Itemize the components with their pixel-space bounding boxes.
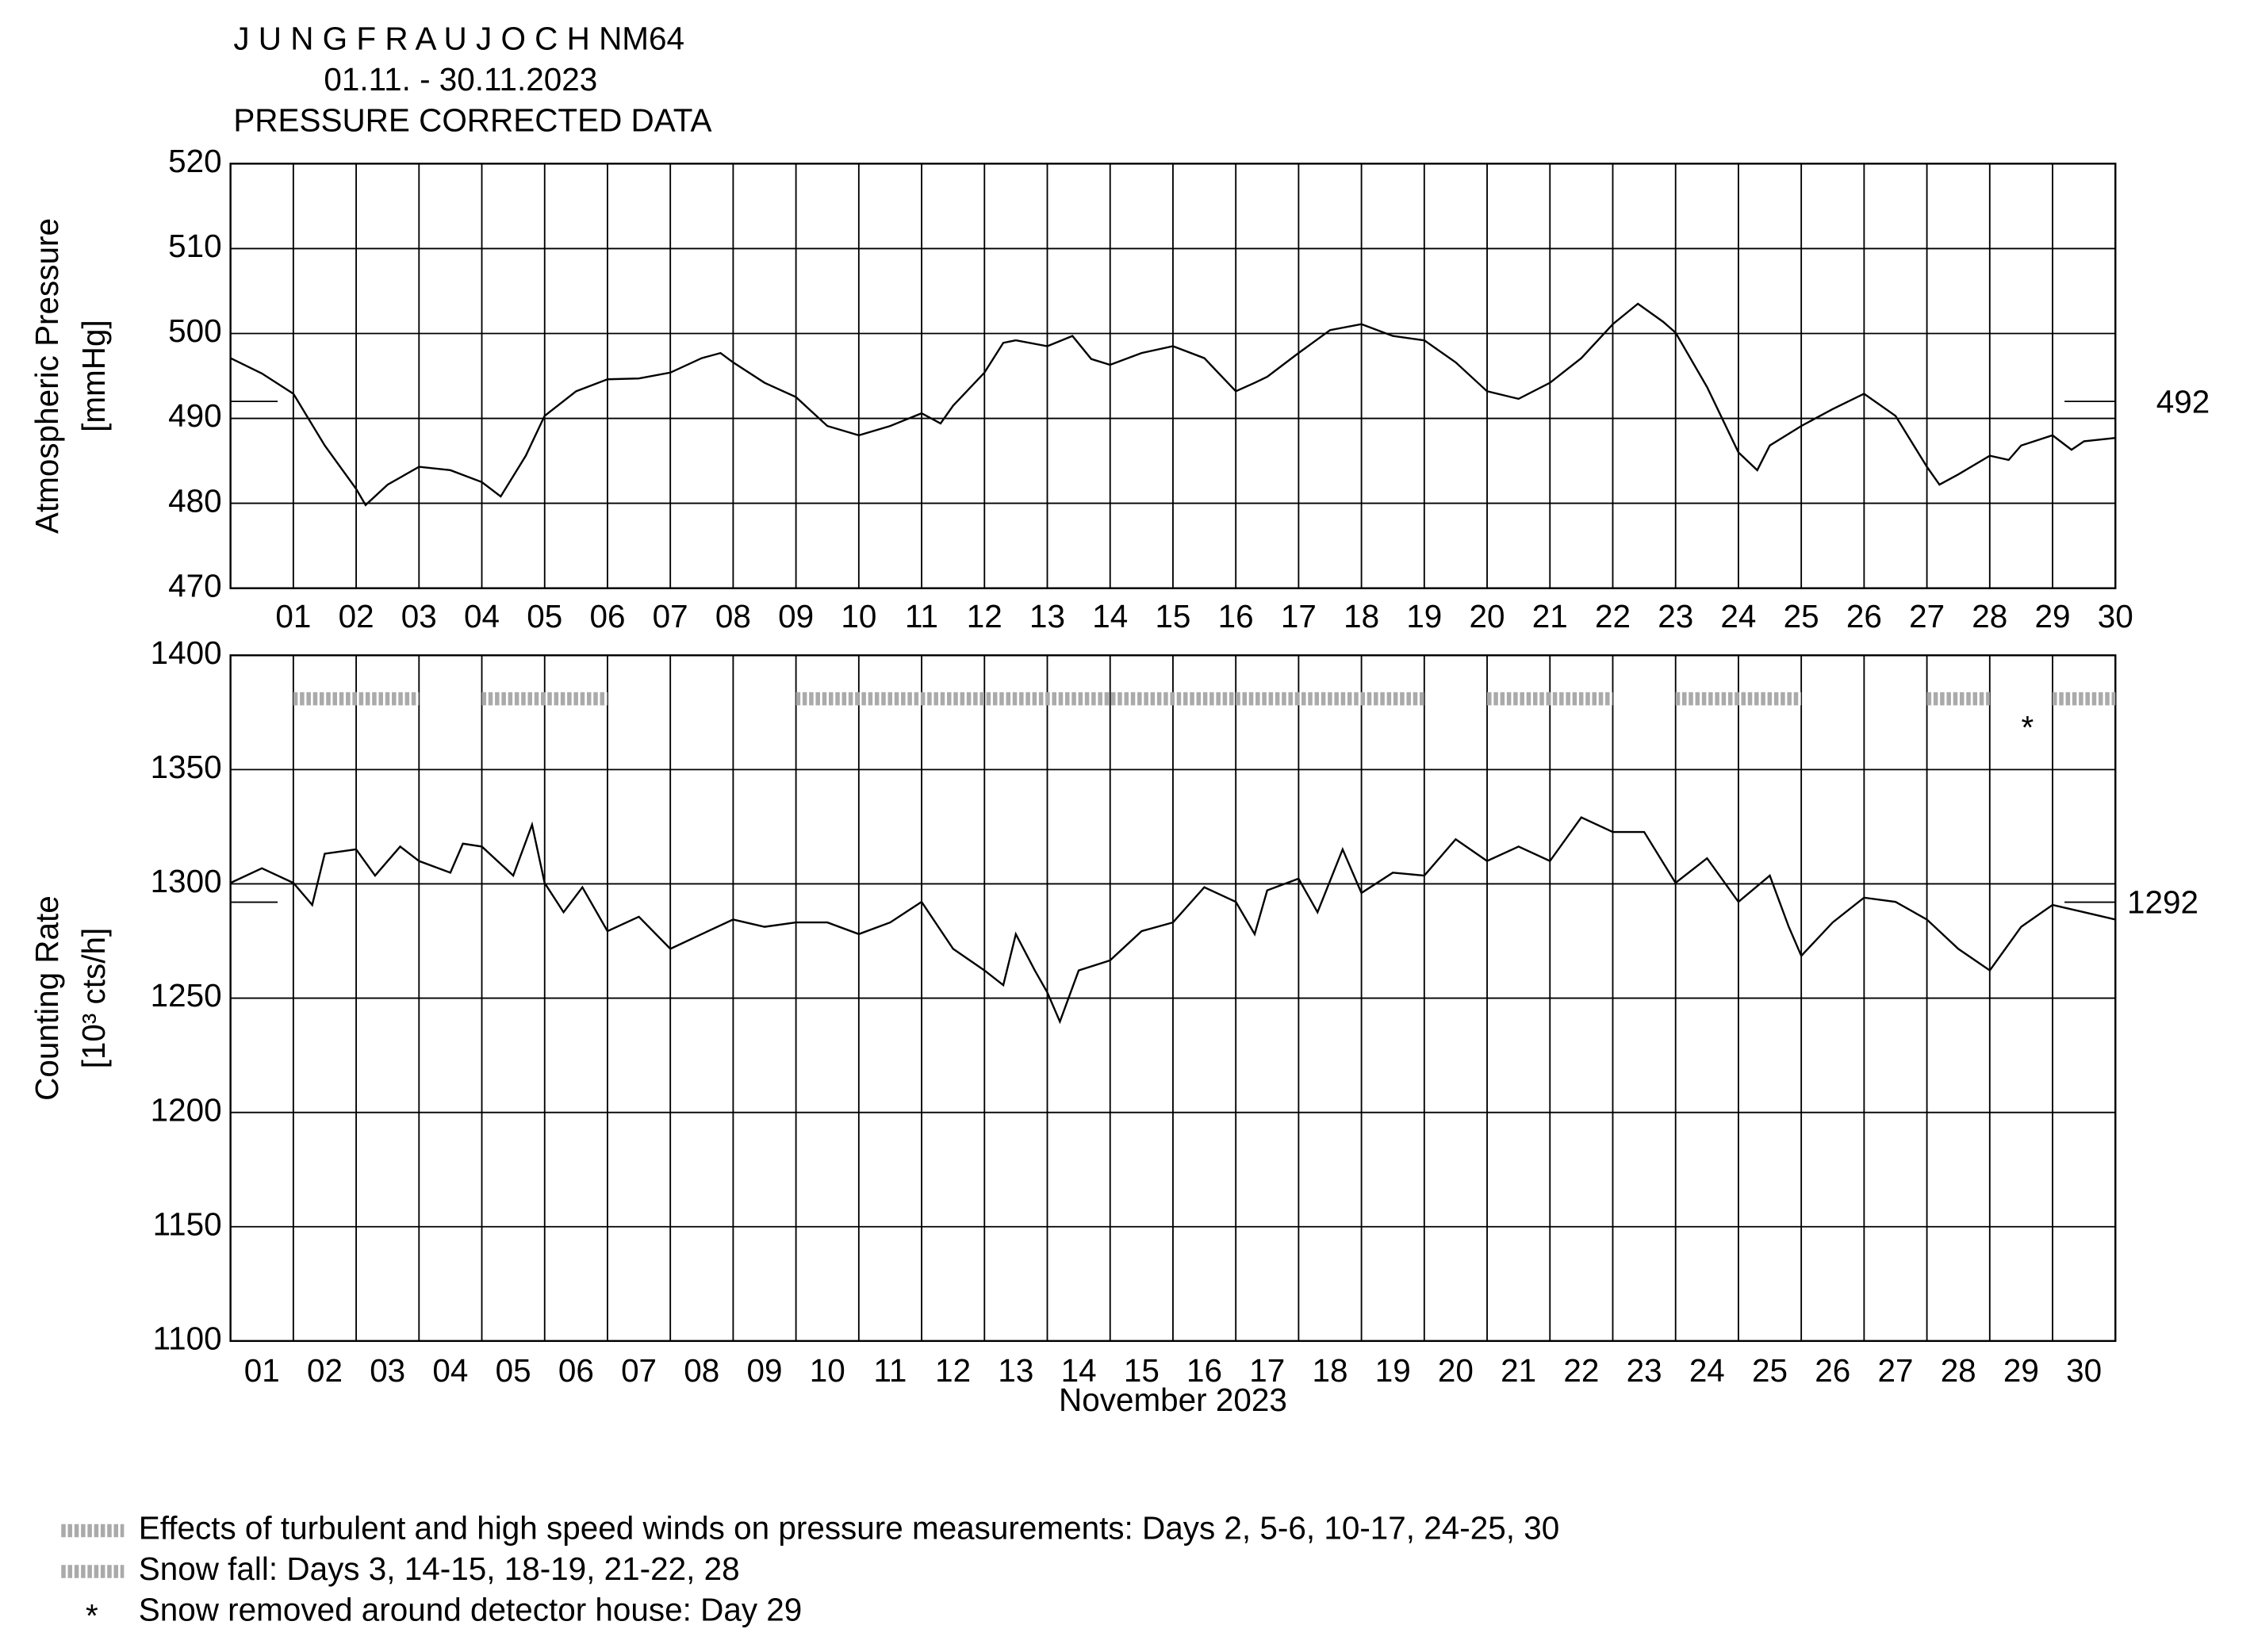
data-line (230, 302, 2116, 507)
x-tick-label: 15 (1124, 1352, 1160, 1389)
x-tick-label: 28 (1941, 1352, 1976, 1389)
chart-title: 01.11. - 30.11.2023 (324, 61, 597, 98)
chart-title: J U N G F R A U J O C H NM64 (233, 21, 684, 57)
x-tick-label: 08 (715, 598, 751, 634)
data-line (230, 816, 2116, 1025)
x-tick-label: 22 (1563, 1352, 1599, 1389)
y-axis-label: [10³ cts/h] (75, 928, 112, 1069)
x-axis-label: November 2023 (1059, 1382, 1287, 1418)
x-tick-label: 22 (1595, 598, 1631, 634)
y-tick-label: 1300 (151, 863, 222, 899)
x-tick-label: 03 (370, 1352, 405, 1389)
x-tick-label: 30 (2098, 598, 2133, 634)
x-tick-label: 20 (1470, 598, 1505, 634)
x-tick-label: 04 (432, 1352, 468, 1389)
x-tick-label: 10 (841, 598, 876, 634)
x-tick-label: 16 (1218, 598, 1254, 634)
x-tick-label: 23 (1627, 1352, 1662, 1389)
x-tick-label: 09 (778, 598, 814, 634)
legend-text: Effects of turbulent and high speed wind… (139, 1510, 1559, 1547)
x-tick-label: 11 (905, 598, 938, 634)
y-tick-label: 480 (168, 482, 222, 519)
x-tick-label: 24 (1689, 1352, 1725, 1389)
x-tick-label: 29 (2035, 598, 2071, 634)
x-tick-label: 21 (1532, 598, 1568, 634)
x-tick-label: 02 (339, 598, 374, 634)
x-tick-label: 15 (1155, 598, 1190, 634)
reference-label: 492 (2156, 384, 2210, 420)
x-tick-label: 25 (1752, 1352, 1788, 1389)
y-axis-label: Atmospheric Pressure (29, 218, 65, 534)
x-tick-label: 06 (558, 1352, 594, 1389)
x-tick-label: 11 (873, 1352, 907, 1389)
x-tick-label: 05 (496, 1352, 531, 1389)
x-tick-label: 19 (1375, 1352, 1411, 1389)
legend-symbol: * (86, 1597, 98, 1634)
plot-frame (229, 654, 2117, 1343)
x-tick-label: 01 (244, 1352, 280, 1389)
x-tick-label: 23 (1658, 598, 1693, 634)
x-tick-label: 17 (1281, 598, 1317, 634)
x-tick-label: 07 (653, 598, 688, 634)
legend-text: Snow fall: Days 3, 14-15, 18-19, 21-22, … (139, 1550, 740, 1587)
y-tick-label: 1200 (151, 1091, 222, 1128)
y-tick-label: 500 (168, 312, 222, 349)
x-tick-label: 12 (935, 1352, 971, 1389)
x-tick-label: 02 (307, 1352, 343, 1389)
x-tick-label: 30 (2066, 1352, 2102, 1389)
x-tick-label: 27 (1877, 1352, 1913, 1389)
reference-label: 1292 (2127, 884, 2198, 921)
y-tick-label: 1100 (153, 1320, 222, 1357)
y-tick-label: 1250 (151, 977, 222, 1014)
x-tick-label: 03 (401, 598, 437, 634)
x-tick-label: 13 (998, 1352, 1033, 1389)
x-tick-label: 20 (1438, 1352, 1474, 1389)
x-tick-label: 25 (1784, 598, 1819, 634)
x-tick-label: 05 (527, 598, 562, 634)
x-tick-label: 18 (1312, 1352, 1347, 1389)
x-tick-label: 19 (1406, 598, 1442, 634)
x-tick-label: 26 (1815, 1352, 1850, 1389)
y-tick-label: 1400 (151, 634, 222, 671)
y-axis-label: [mmHg] (75, 320, 112, 432)
x-tick-label: 21 (1501, 1352, 1536, 1389)
y-tick-label: 520 (168, 143, 222, 179)
star-marker: * (2021, 709, 2034, 746)
x-tick-label: 18 (1344, 598, 1379, 634)
x-tick-label: 14 (1061, 1352, 1097, 1389)
x-tick-label: 13 (1029, 598, 1065, 634)
chart-title: PRESSURE CORRECTED DATA (233, 102, 711, 139)
x-tick-label: 27 (1909, 598, 1945, 634)
y-tick-label: 1350 (151, 749, 222, 785)
x-tick-label: 08 (684, 1352, 719, 1389)
x-tick-label: 01 (275, 598, 311, 634)
x-tick-label: 10 (810, 1352, 845, 1389)
y-tick-label: 470 (168, 567, 222, 604)
y-tick-label: 1150 (153, 1205, 222, 1242)
plot-frame (229, 163, 2117, 589)
x-tick-label: 12 (967, 598, 1002, 634)
y-tick-label: 510 (168, 228, 222, 264)
x-tick-label: 28 (1972, 598, 2007, 634)
legend-text: Snow removed around detector house: Day … (139, 1592, 803, 1628)
x-tick-label: 07 (621, 1352, 657, 1389)
x-tick-label: 16 (1186, 1352, 1222, 1389)
x-tick-label: 29 (2003, 1352, 2039, 1389)
y-axis-label: Counting Rate (29, 895, 65, 1101)
x-tick-label: 09 (747, 1352, 783, 1389)
x-tick-label: 04 (464, 598, 500, 634)
x-tick-label: 24 (1720, 598, 1756, 634)
x-tick-label: 26 (1846, 598, 1882, 634)
x-tick-label: 06 (589, 598, 625, 634)
y-tick-label: 490 (168, 397, 222, 434)
x-tick-label: 17 (1249, 1352, 1285, 1389)
x-tick-label: 14 (1092, 598, 1128, 634)
